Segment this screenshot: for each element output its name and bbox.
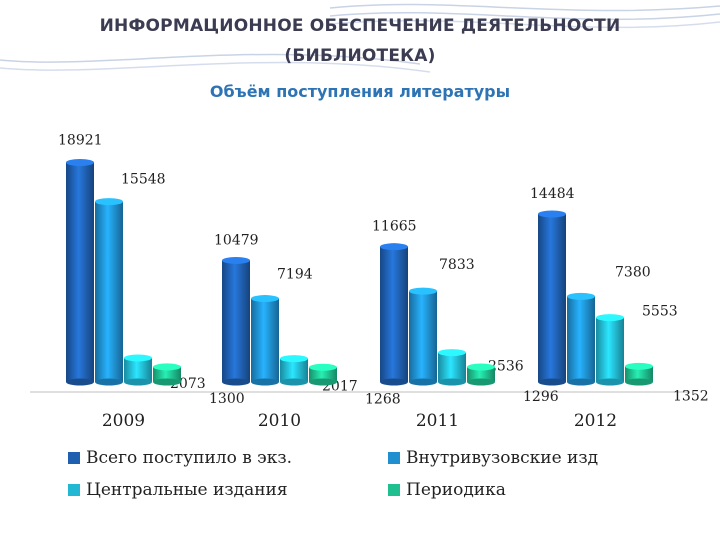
legend-swatch-total: [68, 452, 80, 464]
bar-central-2009: [124, 357, 152, 382]
x-tick-label-2010: 2010: [258, 411, 301, 430]
bar-central-2010: [280, 358, 308, 382]
x-tick-label-2009: 2009: [102, 411, 145, 430]
data-label-total-2010: 10479: [214, 232, 259, 248]
bar-cap-top-periodical-2011: [467, 363, 495, 371]
legend-swatch-central: [68, 484, 80, 496]
chart-legend: Всего поступило в экз. Внутривузовские и…: [0, 440, 720, 530]
bar-cap-top-internal-2009: [95, 198, 123, 206]
bar-internal-2012: [567, 296, 595, 382]
bar-cap-top-periodical-2010: [309, 363, 337, 371]
legend-label-central: Центральные издания: [86, 480, 288, 500]
x-tick-label-2012: 2012: [574, 411, 617, 430]
data-label-periodical-2009: 1300: [209, 391, 245, 407]
bar-cap-bottom-total-2012: [538, 378, 566, 386]
data-label-total-2011: 11665: [372, 219, 417, 235]
legend-swatch-internal: [388, 452, 400, 464]
legend-label-total: Всего поступило в экз.: [86, 448, 293, 468]
bar-periodical-2011: [467, 366, 495, 382]
bar-cap-top-central-2010: [280, 355, 308, 363]
legend-item-periodical: Периодика: [388, 480, 506, 500]
data-label-periodical-2011: 1296: [523, 389, 559, 405]
data-label-central-2011: 2536: [488, 359, 524, 375]
bar-cap-top-total-2009: [66, 159, 94, 167]
chart-subtitle: Объём поступления литературы: [209, 82, 511, 101]
bar-total-2011: [380, 246, 408, 382]
bar-internal-2011: [409, 291, 437, 382]
legend-label-periodical: Периодика: [406, 480, 506, 500]
data-label-total-2009: 18921: [58, 133, 103, 149]
bar-cap-bottom-central-2011: [438, 378, 466, 386]
bar-cap-bottom-central-2009: [124, 378, 152, 386]
data-label-periodical-2012: 1352: [673, 388, 709, 404]
bar-cap-top-internal-2011: [409, 287, 437, 295]
page-title-line-2: (БИБЛИОТЕКА): [284, 46, 436, 66]
bar-internal-2009: [95, 201, 123, 382]
bar-cap-bottom-periodical-2010: [309, 378, 337, 386]
bar-cap-bottom-periodical-2012: [625, 378, 653, 386]
bar-cap-bottom-total-2011: [380, 378, 408, 386]
bar-cap-bottom-internal-2009: [95, 378, 123, 386]
legend-item-total: Всего поступило в экз.: [68, 448, 292, 468]
bar-cap-top-periodical-2012: [625, 362, 653, 370]
bar-internal-2010: [251, 298, 279, 382]
bar-cap-bottom-internal-2012: [567, 378, 595, 386]
bar-cap-top-central-2012: [596, 314, 624, 322]
legend-item-internal: Внутривузовские изд: [388, 448, 598, 468]
page-title-line-1: ИНФОРМАЦИОННОЕ ОБЕСПЕЧЕНИЕ ДЕЯТЕЛЬНОСТИ: [99, 16, 621, 36]
bar-cap-bottom-periodical-2011: [467, 378, 495, 386]
data-label-internal-2011: 7833: [439, 257, 475, 273]
bar-cap-bottom-periodical-2009: [153, 378, 181, 386]
bar-cap-top-internal-2010: [251, 295, 279, 303]
bar-cap-top-total-2012: [538, 210, 566, 218]
decorative-header-waves: [0, 3, 720, 73]
data-label-central-2012: 5553: [642, 304, 678, 320]
bar-cap-bottom-central-2010: [280, 378, 308, 386]
data-label-periodical-2010: 1268: [365, 391, 401, 407]
bar-central-2011: [438, 352, 466, 382]
bar-periodical-2010: [309, 367, 337, 382]
bar-cap-bottom-total-2010: [222, 378, 250, 386]
bar-cap-top-periodical-2009: [153, 363, 181, 371]
legend-label-internal: Внутривузовские изд: [406, 448, 599, 468]
bar-cap-bottom-internal-2011: [409, 378, 437, 386]
bar-cap-bottom-total-2009: [66, 378, 94, 386]
data-label-internal-2010: 7194: [277, 267, 313, 283]
bar-periodical-2012: [625, 366, 653, 382]
bar-central-2012: [596, 317, 624, 382]
bar-total-2010: [222, 260, 250, 382]
data-label-internal-2009: 15548: [121, 172, 166, 188]
bar-total-2012: [538, 213, 566, 382]
data-label-total-2012: 14484: [530, 186, 575, 202]
bar-cap-top-central-2009: [124, 354, 152, 362]
data-label-internal-2012: 7380: [615, 264, 651, 280]
bar-cap-top-total-2010: [222, 256, 250, 264]
bar-cap-bottom-central-2012: [596, 378, 624, 386]
legend-swatch-periodical: [388, 484, 400, 496]
bar-cap-top-central-2011: [438, 349, 466, 357]
bar-cap-top-total-2011: [380, 243, 408, 251]
bar-cap-top-internal-2012: [567, 292, 595, 300]
x-tick-label-2011: 2011: [416, 411, 459, 430]
bar-total-2009: [66, 162, 94, 382]
bar-periodical-2009: [153, 366, 181, 382]
legend-item-central: Центральные издания: [68, 480, 288, 500]
bar-cap-bottom-internal-2010: [251, 378, 279, 386]
